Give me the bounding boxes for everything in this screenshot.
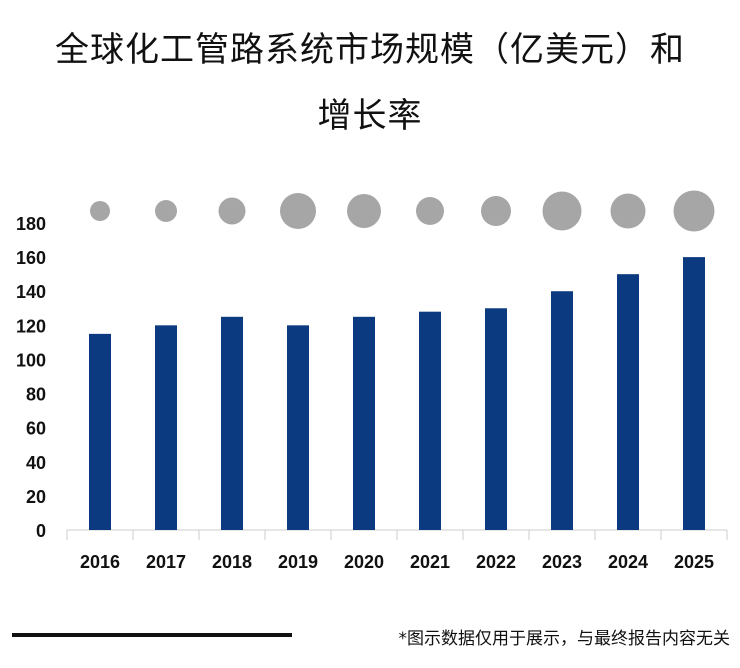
x-tick-label: 2025 (674, 552, 714, 572)
x-tick-label: 2024 (608, 552, 648, 572)
y-tick-label: 20 (26, 487, 46, 507)
growth-bubble-2020 (347, 194, 381, 228)
bar-2017 (155, 325, 177, 530)
footer-note: *图示数据仅用于展示，与最终报告内容无关 (398, 629, 731, 649)
y-tick-label: 100 (16, 350, 46, 370)
y-tick-label: 40 (26, 453, 46, 473)
x-tick-label: 2021 (410, 552, 450, 572)
growth-bubble-2017 (155, 200, 177, 222)
x-tick-label: 2020 (344, 552, 384, 572)
growth-bubble-2021 (416, 197, 444, 225)
y-tick-label: 160 (16, 248, 46, 268)
growth-bubble-2016 (90, 201, 110, 221)
chart-title-line1: 全球化工管路系统市场规模（亿美元）和 (55, 30, 685, 70)
y-tick-label: 80 (26, 385, 46, 405)
y-tick-label: 180 (16, 214, 46, 234)
bar-2024 (617, 274, 639, 530)
footer-divider (12, 633, 292, 637)
chart-title-line2: 增长率 (317, 96, 423, 136)
y-tick-label: 120 (16, 316, 46, 336)
bar-2020 (353, 316, 375, 530)
growth-bubble-2022 (481, 196, 511, 226)
bar-2019 (287, 325, 309, 530)
growth-bubble-2024 (610, 193, 646, 229)
y-tick-label: 60 (26, 419, 46, 439)
x-tick-label: 2022 (476, 552, 516, 572)
bar-2021 (419, 311, 441, 530)
x-tick-label: 2016 (80, 552, 120, 572)
growth-bubble-2023 (542, 191, 582, 231)
y-tick-label: 140 (16, 282, 46, 302)
growth-bubble-2018 (218, 197, 246, 225)
x-tick-label: 2017 (146, 552, 186, 572)
bar-2025 (683, 257, 705, 530)
bar-2018 (221, 316, 243, 530)
bar-2016 (89, 333, 111, 530)
x-tick-label: 2018 (212, 552, 252, 572)
x-tick-label: 2023 (542, 552, 582, 572)
bar-2023 (551, 291, 573, 530)
x-tick-label: 2019 (278, 552, 318, 572)
growth-bubble-2019 (280, 193, 316, 229)
y-tick-label: 0 (36, 521, 46, 541)
bar-2022 (485, 308, 507, 530)
growth-bubble-2025 (673, 190, 715, 232)
